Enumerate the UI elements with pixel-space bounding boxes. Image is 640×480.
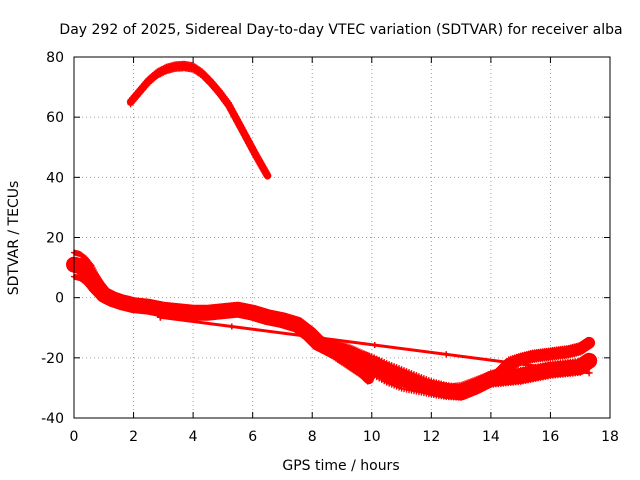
y-tick-label: 60 [46,110,64,126]
isolated-points [156,313,593,377]
x-tick-label: 8 [308,429,317,445]
y-tick-label: -20 [41,351,64,367]
x-tick-label: 2 [129,429,138,445]
x-tick-label: 16 [542,429,560,445]
data-point [156,313,164,321]
series-short-diverging-segment [330,348,375,385]
series-band [66,256,598,401]
data-layer [66,60,598,401]
data-point [585,369,593,377]
x-tick-label: 12 [422,429,440,445]
x-tick-label: 10 [363,429,381,445]
data-point [263,168,270,175]
data-point [228,323,235,330]
data-point [584,364,591,371]
data-point [514,360,521,367]
y-tick-label: 0 [55,291,64,307]
data-point [364,371,371,378]
y-axis-label: SDTVAR / TECUs [6,181,22,296]
series-upper-arc [126,60,272,180]
data-point [371,342,378,349]
grid [74,57,610,418]
y-tick-label: 40 [46,170,64,186]
data-point [87,261,94,268]
series-main-trace [66,249,598,401]
y-tick-label: -40 [41,411,64,427]
x-tick-label: 18 [601,429,619,445]
x-tick-label: 4 [189,429,198,445]
data-point [443,351,450,358]
data-point [584,358,591,365]
axis-ticks: 0 2 4 6 8 10 12 14 16 18 -40 -20 0 20 40 60 80 [41,50,619,445]
x-tick-label: 6 [248,429,257,445]
chart-title: Day 292 of 2025, Sidereal Day-to-day VTE… [59,22,622,38]
data-point [300,332,307,339]
x-axis-label: GPS time / hours [282,458,399,474]
x-tick-label: 14 [482,429,500,445]
y-tick-label: 20 [46,231,64,247]
data-point [584,337,591,344]
x-tick-label: 0 [70,429,79,445]
y-tick-label: 80 [46,50,64,66]
data-point [363,370,370,377]
data-point [584,352,591,359]
